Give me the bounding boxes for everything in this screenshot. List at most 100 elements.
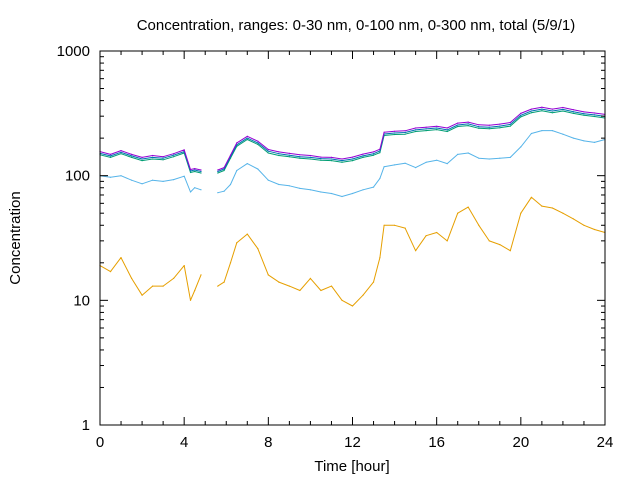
data-point: [194, 187, 196, 189]
data-point: [530, 196, 533, 198]
data-point: [362, 156, 364, 158]
data-point: [351, 156, 354, 158]
tick-layer: 0 4 8 12 16 20 24 1 10 100 1000: [57, 43, 614, 451]
y-tick-label: 10: [73, 292, 90, 309]
data-point: [309, 156, 311, 158]
data-point: [562, 212, 564, 214]
data-point: [530, 112, 533, 114]
data-point: [446, 127, 448, 129]
data-point: [457, 125, 459, 128]
data-point: [593, 114, 596, 116]
data-point: [551, 207, 554, 209]
data-point: [562, 106, 564, 109]
data-point: [217, 192, 219, 194]
data-point: [131, 156, 133, 158]
data-point: [173, 277, 175, 279]
data-point: [572, 218, 575, 220]
data-point: [141, 160, 143, 162]
data-point: [520, 112, 522, 114]
data-point: [457, 124, 459, 126]
data-point: [330, 192, 333, 195]
data-point: [379, 150, 381, 152]
data-point: [478, 124, 480, 126]
data-point: [562, 110, 564, 112]
data-point: [488, 158, 490, 160]
series-layer: [99, 106, 606, 307]
data-point: [488, 124, 490, 126]
data-point: [288, 152, 290, 154]
data-point: [141, 156, 143, 158]
data-point: [200, 189, 202, 191]
data-point: [467, 121, 469, 123]
data-point: [200, 274, 202, 276]
data-point: [457, 212, 459, 214]
data-point: [109, 176, 112, 178]
data-point: [425, 161, 427, 163]
data-point: [141, 294, 143, 296]
data-point: [530, 110, 533, 112]
data-point: [189, 299, 192, 301]
data-point: [572, 109, 575, 111]
data-point: [530, 108, 533, 110]
data-point: [299, 187, 301, 189]
data-point: [379, 152, 381, 154]
data-point: [351, 192, 354, 195]
data-point: [288, 185, 290, 187]
data-point: [183, 265, 185, 267]
data-point: [341, 299, 343, 301]
data-point: [217, 172, 219, 174]
data-point: [278, 151, 280, 153]
data-point: [541, 130, 543, 132]
data-point: [351, 158, 354, 160]
data-point: [131, 153, 133, 155]
series-line-3: [99, 110, 606, 174]
y-tick-label: 1000: [57, 43, 90, 60]
data-point: [141, 183, 143, 185]
data-point: [351, 305, 354, 307]
x-tick-label: 16: [428, 434, 445, 451]
data-point: [309, 277, 311, 279]
data-point: [457, 122, 459, 124]
data-point: [162, 157, 164, 159]
x-tick-label: 0: [96, 434, 104, 451]
data-point: [257, 140, 259, 142]
data-point: [320, 156, 322, 158]
data-point: [330, 156, 333, 158]
data-point: [593, 115, 596, 118]
data-point: [223, 190, 225, 192]
data-point: [194, 168, 196, 170]
data-point: [152, 285, 154, 287]
data-point: [499, 123, 501, 125]
data-point: [330, 160, 333, 162]
data-point: [257, 142, 259, 144]
data-point: [246, 135, 248, 137]
data-point: [394, 164, 396, 166]
data-point: [509, 121, 511, 124]
data-point: [173, 179, 175, 181]
data-point: [520, 114, 522, 116]
data-point: [278, 153, 280, 155]
data-point: [330, 158, 333, 160]
data-point: [362, 153, 364, 155]
data-point: [572, 111, 575, 113]
data-point: [499, 157, 501, 159]
data-point: [223, 168, 225, 170]
data-point: [467, 206, 469, 208]
data-point: [278, 154, 280, 157]
data-point: [372, 153, 375, 155]
data-point: [217, 169, 219, 171]
data-point: [278, 183, 280, 186]
data-point: [299, 154, 301, 156]
data-point: [436, 159, 438, 161]
data-point: [488, 126, 490, 128]
data-point: [141, 158, 143, 160]
data-point: [200, 169, 202, 171]
x-tick-label: 12: [344, 434, 361, 451]
data-point: [551, 108, 554, 110]
data-point: [499, 125, 501, 127]
data-point: [257, 168, 259, 170]
data-point: [217, 170, 219, 173]
data-point: [109, 153, 112, 155]
data-point: [267, 179, 269, 181]
